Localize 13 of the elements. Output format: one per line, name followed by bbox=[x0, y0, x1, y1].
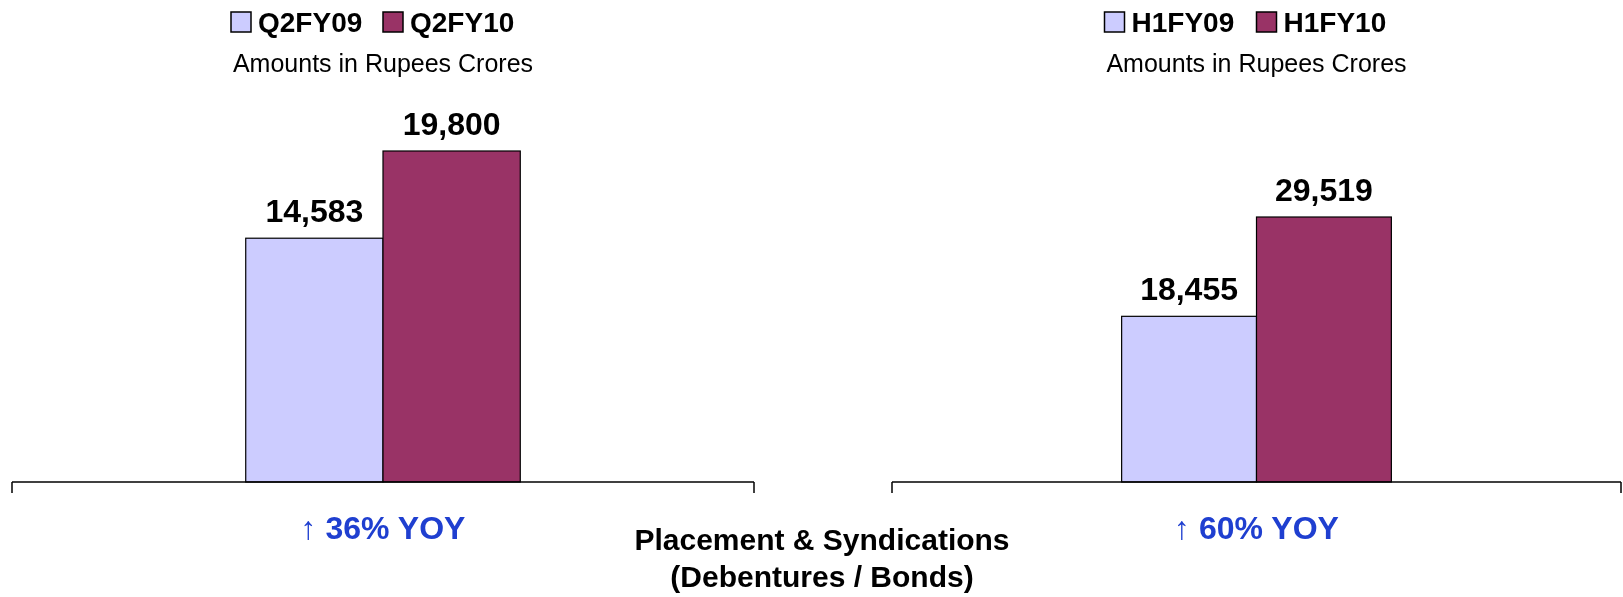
legend-label: H1FY10 bbox=[1283, 7, 1387, 38]
data-label: 19,800 bbox=[402, 106, 501, 142]
text: Placement & Syndications (Debentures / Bonds) bbox=[634, 523, 1010, 593]
text: ↑ 60% YOY bbox=[1174, 510, 1339, 546]
data-label: 29,519 bbox=[1274, 172, 1373, 208]
legend-label: H1FY09 bbox=[1131, 7, 1235, 38]
legend-label: Q2FY10 bbox=[410, 7, 515, 38]
data-label: 14,583 bbox=[265, 193, 364, 230]
text: ↑ 36% YOY bbox=[300, 510, 466, 546]
legend-label: Q2FY09 bbox=[258, 7, 363, 38]
chart-subtitle: Amounts in Rupees Crores bbox=[1106, 49, 1407, 77]
chart-subtitle: Amounts in Rupees Crores bbox=[232, 49, 534, 77]
data-label: 18,455 bbox=[1140, 271, 1239, 308]
